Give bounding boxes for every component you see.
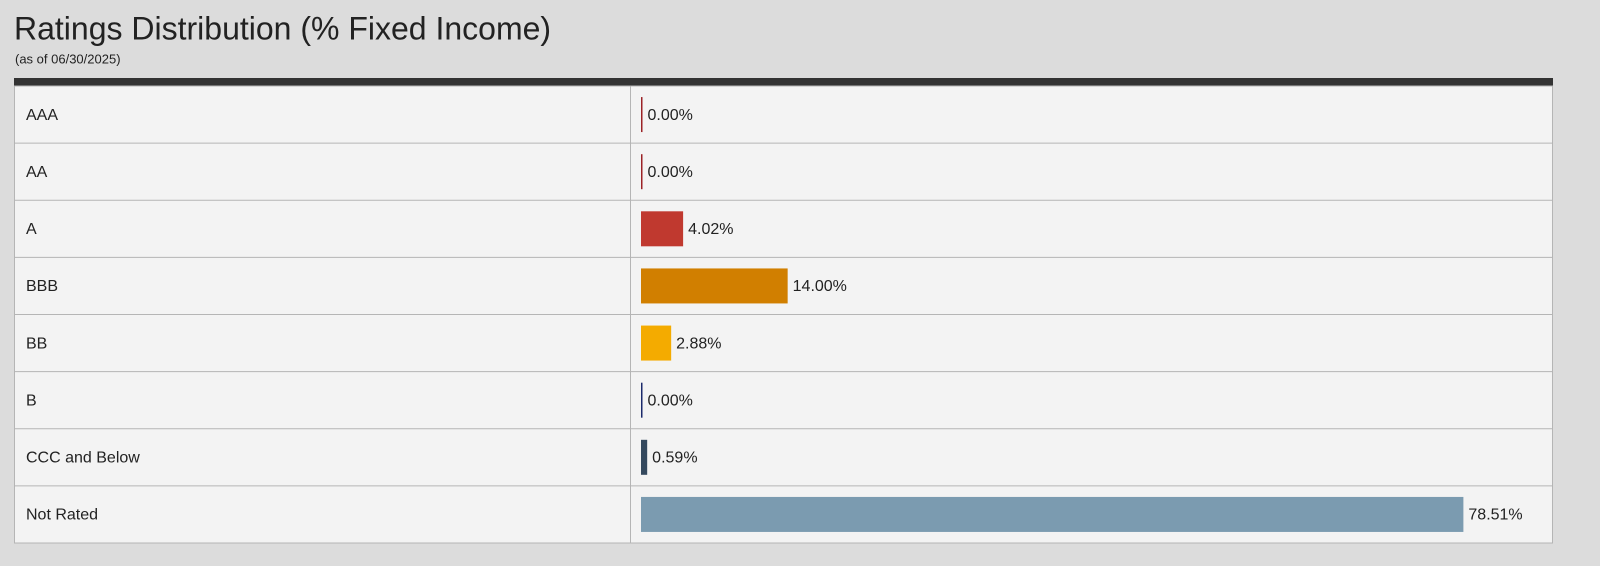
category-label: AAA [26, 107, 58, 124]
value-label: 0.59% [652, 450, 697, 467]
chart-title: Ratings Distribution (% Fixed Income) [14, 10, 551, 46]
category-label: BB [26, 335, 47, 352]
value-label: 0.00% [648, 392, 693, 409]
bar [641, 496, 1464, 532]
value-label: 2.88% [676, 335, 721, 352]
bar [641, 97, 643, 133]
value-label: 14.00% [793, 278, 847, 295]
bar [641, 268, 788, 304]
header-rule [14, 78, 1553, 86]
value-label: 0.00% [648, 164, 693, 181]
bar [641, 382, 643, 418]
value-label: 4.02% [688, 221, 733, 238]
category-label: BBB [26, 278, 58, 295]
category-label: AA [26, 164, 48, 181]
category-label: A [26, 221, 37, 238]
chart-subtitle: (as of 06/30/2025) [15, 51, 121, 66]
bar [641, 154, 643, 190]
value-label: 0.00% [648, 107, 693, 124]
bar [641, 439, 648, 475]
category-label: CCC and Below [26, 450, 140, 467]
bar [641, 325, 672, 361]
category-label: Not Rated [26, 507, 98, 524]
bar [641, 211, 684, 247]
category-label: B [26, 392, 37, 409]
value-label: 78.51% [1468, 507, 1522, 524]
